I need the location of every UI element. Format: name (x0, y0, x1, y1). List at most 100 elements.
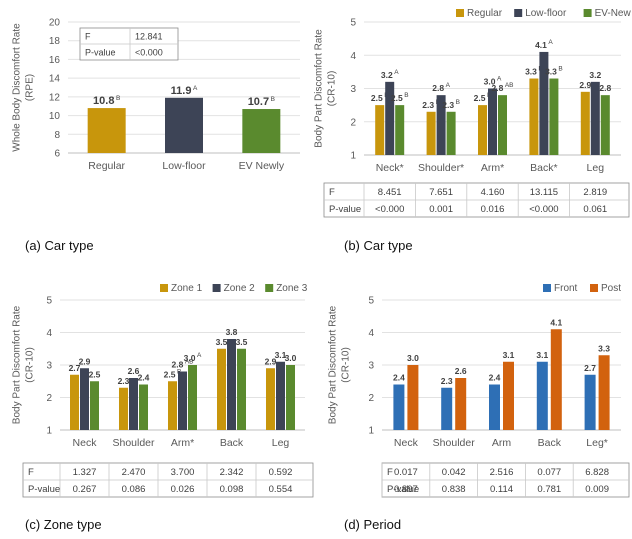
bar (536, 361, 548, 430)
significance-letter: B (558, 66, 562, 73)
legend-label: Front (554, 283, 578, 294)
bar (80, 368, 89, 430)
y-tick-label: 4 (350, 51, 356, 62)
data-label: 3.1 (503, 350, 515, 360)
data-label: 3.0 (407, 353, 419, 363)
y-tick-label: 10 (49, 111, 61, 122)
bar (242, 109, 281, 153)
x-tick-label: Shoulder (112, 437, 155, 449)
bar (188, 365, 197, 430)
bar (178, 371, 187, 430)
bar (455, 378, 467, 430)
y-tick-label: 5 (46, 296, 52, 307)
inset-cell: <0.000 (135, 48, 163, 58)
y-tick-label: 14 (49, 74, 61, 85)
stats-cell: 4.160 (481, 187, 505, 198)
bar (503, 361, 514, 430)
significance-letter: A (497, 76, 502, 83)
x-tick-label: Leg (587, 162, 605, 174)
y-tick-label: 2 (350, 117, 356, 128)
data-label: 3.2 (589, 70, 601, 80)
data-label: 2.4 (489, 373, 501, 383)
x-tick-label: Back* (530, 162, 557, 174)
bar (580, 91, 590, 155)
x-tick-label: Neck (394, 437, 419, 449)
bar (590, 81, 600, 155)
y-tick-label: 1 (46, 426, 52, 437)
data-label: 2.9 (265, 356, 277, 366)
stats-cell: 8.451 (378, 187, 402, 198)
x-tick-label: Leg (272, 437, 290, 449)
chart-d-svg: 1 2 3 4 5 Body Part Discomfort Rate (CR-10) Nec… (328, 283, 630, 498)
stats-cell: 13.115 (530, 187, 558, 198)
y-tick-label: 5 (350, 18, 356, 29)
data-label: 2.4 (138, 373, 150, 383)
bar (426, 111, 436, 155)
bar (276, 361, 285, 430)
y-tick-label: 18 (49, 36, 61, 47)
data-label: 3.1 (536, 350, 548, 360)
y-tick-label: 20 (49, 18, 61, 29)
data-label: 2.4 (393, 373, 405, 383)
bar (441, 387, 453, 430)
caption-a: (a) Car type (25, 238, 94, 253)
significance-letter: B (116, 95, 120, 102)
stats-cell: 0.554 (269, 484, 293, 495)
y-tick-label: 4 (368, 328, 374, 339)
bar (227, 339, 236, 430)
significance-letter: A (193, 85, 198, 92)
stats-cell: 0.009 (585, 484, 609, 495)
legend-label: Regular (467, 8, 503, 19)
stats-cell: 0.042 (442, 467, 466, 478)
chart-panel-a: 6 8 10 12 14 16 18 20 Whole Body Discomfort Rate… (0, 0, 316, 230)
y-tick-label: 12 (49, 92, 61, 103)
bar (584, 374, 596, 430)
stats-cell: 6.828 (585, 467, 609, 478)
bar (90, 381, 99, 430)
stats-row-header: P-value (329, 204, 361, 215)
data-label: 2.8 A (432, 82, 450, 93)
bar (407, 365, 419, 430)
inset-cell: P-value (85, 48, 116, 58)
x-tick-label: Back (538, 437, 562, 449)
x-tick-label: Neck (73, 437, 98, 449)
stats-row-header: F (28, 467, 34, 478)
data-label: 2.3 (118, 376, 130, 386)
data-label: 2.7 (69, 363, 81, 373)
stats-cell: 0.114 (490, 484, 513, 495)
caption-b: (b) Car type (344, 238, 413, 253)
bar (129, 378, 138, 430)
legend-label: Zone 2 (224, 283, 256, 294)
legend-swatch (212, 284, 221, 292)
data-label: 3.5 (216, 337, 228, 347)
caption-d: (d) Period (344, 517, 402, 532)
significance-letter: A (197, 352, 202, 359)
y-axis-label: Body Part Discomfort Rate (328, 305, 339, 424)
x-tick-label: Leg* (586, 437, 608, 449)
bar (266, 368, 275, 430)
y-axis-label: (CR-10) (327, 71, 338, 107)
chart-b-svg: 1 2 3 4 5 Body Part Discomfort Rate (CR-10) Nec… (314, 8, 632, 218)
significance-letter: A (548, 39, 553, 46)
y-tick-label: 2 (46, 393, 52, 404)
stats-cell: <0.000 (529, 204, 558, 215)
significance-letter: AB (505, 82, 514, 89)
y-axis-label: (CR-10) (25, 347, 36, 383)
stats-cell: 2.470 (122, 467, 146, 478)
y-tick-label: 5 (368, 296, 374, 307)
data-label: 11.9 A (171, 85, 198, 97)
data-label: 10.7 B (248, 96, 275, 108)
stats-cell: 0.781 (537, 484, 561, 495)
caption-c: (c) Zone type (25, 517, 102, 532)
x-tick-label: Arm* (481, 162, 504, 174)
significance-letter: B (456, 99, 460, 106)
data-label: 3.8 (226, 327, 238, 337)
data-label: 2.6 (455, 366, 467, 376)
significance-letter: B (271, 96, 275, 103)
stats-row-header: P-value (28, 484, 60, 495)
y-axis-label: Body Part Discomfort Rate (12, 305, 23, 424)
legend-swatch (160, 284, 168, 292)
data-label: 2.8 AB (172, 359, 194, 370)
bar (119, 387, 128, 430)
bar (168, 381, 177, 430)
